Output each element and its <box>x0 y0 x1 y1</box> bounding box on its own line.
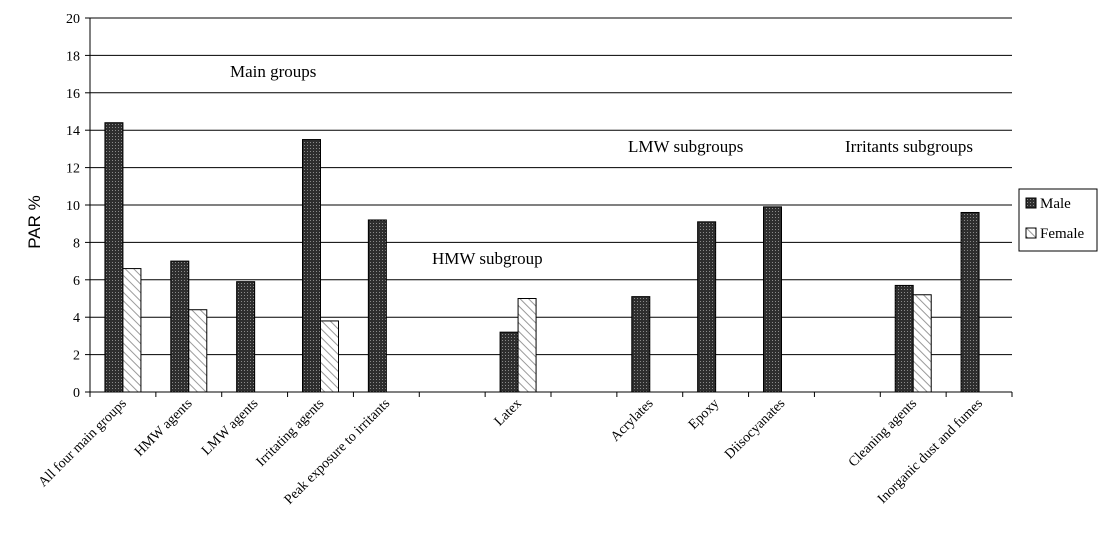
annotation-lmw-subgroups: LMW subgroups <box>628 137 743 156</box>
bar-female <box>517 298 537 393</box>
x-tick-label: HMW agents <box>132 396 195 459</box>
bar-female <box>912 294 932 393</box>
x-tick-label: Cleaning agents <box>846 396 920 470</box>
bar-male <box>302 139 321 393</box>
gridlines <box>90 17 1012 356</box>
legend: Male Female <box>1018 188 1098 252</box>
x-tick-label: Irritating agents <box>254 396 328 470</box>
y-tick-label: 20 <box>66 12 80 27</box>
annotation-irritants-subgroups: Irritants subgroups <box>845 137 973 156</box>
bar-male <box>104 122 124 393</box>
x-tick-label: Diisocyanates <box>722 396 788 462</box>
bar-male <box>960 211 980 393</box>
legend-label-female: Female <box>1040 226 1084 242</box>
legend-swatch-male <box>1025 197 1037 209</box>
x-tick-label: Latex <box>492 396 525 429</box>
y-tick-label: 2 <box>73 349 80 364</box>
x-tick-label: All four main groups <box>36 396 130 490</box>
bar-male <box>763 206 782 393</box>
bar-female <box>320 320 339 393</box>
x-tick-label: Peak exposure to irritants <box>282 396 394 508</box>
annotation-main-groups: Main groups <box>230 62 316 81</box>
x-tick-label: Acrylates <box>608 396 657 445</box>
y-tick-label: 6 <box>73 274 80 289</box>
annotation-hmw-subgroup: HMW subgroup <box>432 249 543 268</box>
x-tick-label: LMW agents <box>199 396 261 458</box>
bar-male <box>697 221 717 393</box>
y-tick-label: 16 <box>66 87 80 102</box>
bar-male <box>236 281 256 393</box>
y-axis-ticks: 0 2 4 6 8 10 12 14 16 18 20 <box>66 12 90 401</box>
bar-male <box>894 284 914 393</box>
bar-male <box>367 219 387 393</box>
y-tick-label: 0 <box>73 386 80 401</box>
y-tick-label: 10 <box>66 199 80 214</box>
y-tick-label: 14 <box>66 124 80 139</box>
legend-label-male: Male <box>1040 196 1071 212</box>
y-tick-label: 18 <box>66 49 80 64</box>
y-tick-label: 4 <box>73 311 80 326</box>
y-tick-label: 12 <box>66 162 80 177</box>
bar-female <box>188 309 208 393</box>
x-axis-ticks: All four main groups HMW agents LMW agents… <box>36 392 1013 508</box>
bar-female <box>122 268 142 393</box>
y-tick-label: 8 <box>73 236 80 251</box>
bar-male <box>499 331 519 393</box>
bar-male <box>170 260 190 393</box>
bar-male <box>631 296 651 393</box>
legend-swatch-female <box>1025 227 1037 239</box>
x-tick-label: Epoxy <box>686 396 722 432</box>
y-axis-label: PAR % <box>25 195 44 249</box>
